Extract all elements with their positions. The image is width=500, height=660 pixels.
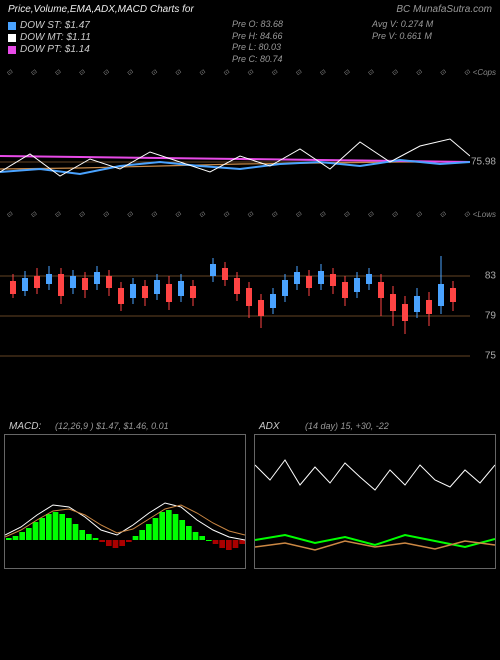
prev-open: Pre O: 83.68 [232,19,372,31]
ema-right-label: 75.98 [471,156,496,167]
date-axis-top: ⟐⟐⟐⟐⟐⟐⟐⟐⟐⟐⟐⟐⟐⟐⟐⟐⟐⟐⟐⟐<Cops [0,66,500,80]
legend-mt: DOW MT: $1.11 [8,32,232,43]
candle-panel: 837975 [0,226,500,376]
macd-title: MACD: [9,421,41,432]
ohlc-block: Pre O: 83.68 Pre H: 84.66 Pre L: 80.03 P… [232,19,372,66]
chart-title-right: BC MunafaSutra.com [396,4,492,15]
date-axis-mid: ⟐⟐⟐⟐⟐⟐⟐⟐⟐⟐⟐⟐⟐⟐⟐⟐⟐⟐⟐⟐<Lows [0,208,500,222]
prev-low: Pre L: 80.03 [232,42,372,54]
legend: DOW ST: $1.47 DOW MT: $1.11 DOW PT: $1.1… [8,19,232,66]
macd-params: (12,26,9 ) $1.47, $1.46, 0.01 [55,421,169,431]
avg-volume: Avg V: 0.274 M [372,19,492,31]
macd-panel: MACD: (12,26,9 ) $1.47, $1.46, 0.01 [4,434,246,569]
ema-panel: 75.98 [0,84,500,204]
prev-close: Pre C: 80.74 [232,54,372,66]
adx-panel: ADX (14 day) 15, +30, -22 [254,434,496,569]
adx-title: ADX [259,421,280,432]
legend-pt: DOW PT: $1.14 [8,44,232,55]
volume-block: Avg V: 0.274 M Pre V: 0.661 M [372,19,492,66]
axis-hint-mid: <Lows [473,210,496,219]
adx-params: (14 day) 15, +30, -22 [305,421,389,431]
chart-title-left: Price,Volume,EMA,ADX,MACD Charts for [8,4,194,15]
prev-high: Pre H: 84.66 [232,31,372,43]
axis-hint-top: <Cops [473,68,496,77]
prev-volume: Pre V: 0.661 M [372,31,492,43]
legend-st: DOW ST: $1.47 [8,20,232,31]
